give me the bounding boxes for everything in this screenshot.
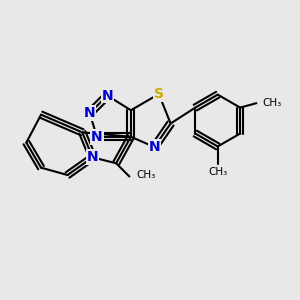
Text: CH₃: CH₃ xyxy=(263,98,282,108)
Text: N: N xyxy=(84,106,95,120)
Text: N: N xyxy=(87,150,98,164)
Text: CH₃: CH₃ xyxy=(137,170,156,180)
Text: N: N xyxy=(91,130,103,144)
Text: N: N xyxy=(101,88,113,103)
Text: S: S xyxy=(154,87,164,101)
Text: CH₃: CH₃ xyxy=(208,167,227,177)
Text: N: N xyxy=(148,140,160,154)
